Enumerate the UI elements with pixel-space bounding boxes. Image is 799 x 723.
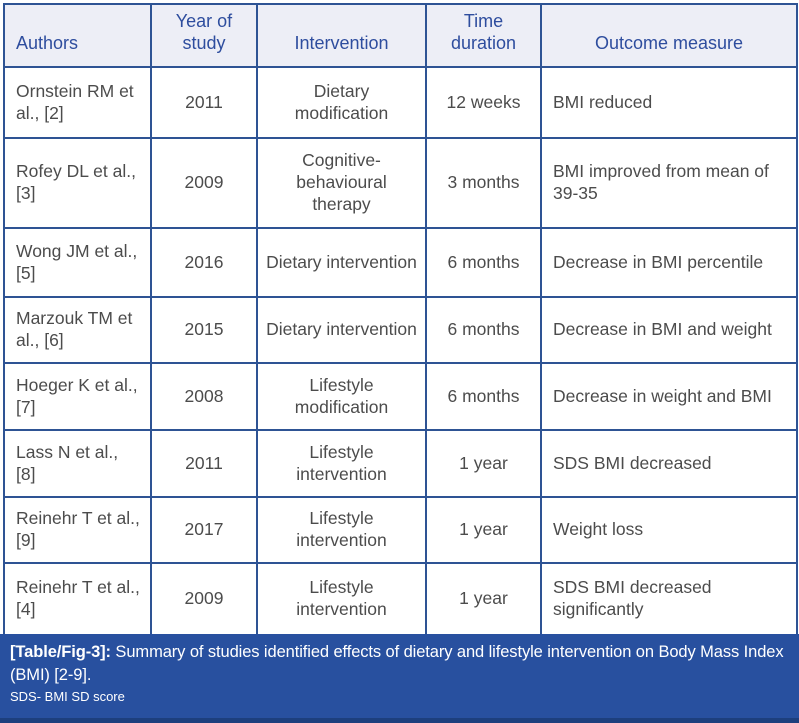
- cell-duration: 1 year: [425, 496, 542, 564]
- cell-authors: Wong JM et al., [5]: [3, 227, 152, 298]
- cell-year: 2009: [150, 562, 258, 636]
- table-row: Reinehr T et al., [4] 2009 Lifestyle inter…: [3, 562, 798, 636]
- table-row: Reinehr T et al., [9] 2017 Lifestyle inter…: [3, 496, 798, 564]
- table-row: Lass N et al., [8] 2011 Lifestyle interven…: [3, 429, 798, 498]
- cell-outcome: Weight loss: [540, 496, 798, 564]
- figure-caption-bar: [Table/Fig-3]: Summary of studies identi…: [0, 634, 799, 723]
- figure-caption: [Table/Fig-3]: Summary of studies identi…: [10, 641, 787, 687]
- table-body: Ornstein RM et al., [2] 2011 Dietary modif…: [3, 66, 798, 636]
- figure-caption-label: [Table/Fig-3]:: [10, 643, 111, 661]
- cell-outcome: SDS BMI decreased: [540, 429, 798, 498]
- table-row: Wong JM et al., [5] 2016 Dietary intervent…: [3, 227, 798, 298]
- cell-year: 2008: [150, 362, 258, 431]
- cell-duration: 12 weeks: [425, 66, 542, 139]
- column-header-duration: Time duration: [425, 3, 542, 68]
- cell-intervention: Lifestyle modification: [256, 362, 427, 431]
- cell-outcome: Decrease in BMI percentile: [540, 227, 798, 298]
- table-row: Marzouk TM et al., [6] 2015 Dietary interv…: [3, 296, 798, 364]
- cell-outcome: SDS BMI decreased significantly: [540, 562, 798, 636]
- column-header-year: Year of study: [150, 3, 258, 68]
- cell-authors: Hoeger K et al., [7]: [3, 362, 152, 431]
- cell-outcome: Decrease in BMI and weight: [540, 296, 798, 364]
- cell-intervention: Dietary modification: [256, 66, 427, 139]
- cell-intervention: Lifestyle intervention: [256, 496, 427, 564]
- cell-duration: 6 months: [425, 362, 542, 431]
- table-row: Rofey DL et al., [3] 2009 Cognitive-behavi…: [3, 137, 798, 229]
- cell-year: 2009: [150, 137, 258, 229]
- study-table-container: Authors Year of study Intervention Time dur…: [3, 3, 798, 636]
- cell-duration: 6 months: [425, 296, 542, 364]
- cell-outcome: BMI improved from mean of 39-35: [540, 137, 798, 229]
- cell-duration: 6 months: [425, 227, 542, 298]
- column-header-authors: Authors: [3, 3, 152, 68]
- column-header-outcome: Outcome measure: [540, 3, 798, 68]
- cell-authors: Ornstein RM et al., [2]: [3, 66, 152, 139]
- study-summary-table: Authors Year of study Intervention Time dur…: [3, 3, 798, 636]
- cell-authors: Reinehr T et al., [9]: [3, 496, 152, 564]
- cell-authors: Lass N et al., [8]: [3, 429, 152, 498]
- cell-authors: Rofey DL et al., [3]: [3, 137, 152, 229]
- figure-footnote: SDS- BMI SD score: [10, 688, 125, 704]
- cell-year: 2015: [150, 296, 258, 364]
- table-row: Hoeger K et al., [7] 2008 Lifestyle modifi…: [3, 362, 798, 431]
- cell-year: 2011: [150, 429, 258, 498]
- cell-duration: 3 months: [425, 137, 542, 229]
- cell-outcome: BMI reduced: [540, 66, 798, 139]
- cell-intervention: Lifestyle intervention: [256, 429, 427, 498]
- cell-intervention: Dietary intervention: [256, 227, 427, 298]
- figure-caption-text: Summary of studies identified effects of…: [10, 643, 784, 684]
- cell-year: 2011: [150, 66, 258, 139]
- cell-intervention: Dietary intervention: [256, 296, 427, 364]
- cell-intervention: Lifestyle intervention: [256, 562, 427, 636]
- cell-year: 2016: [150, 227, 258, 298]
- table-header-row: Authors Year of study Intervention Time dur…: [3, 3, 798, 68]
- cell-outcome: Decrease in weight and BMI: [540, 362, 798, 431]
- column-header-intervention: Intervention: [256, 3, 427, 68]
- cell-authors: Reinehr T et al., [4]: [3, 562, 152, 636]
- cell-authors: Marzouk TM et al., [6]: [3, 296, 152, 364]
- cell-duration: 1 year: [425, 429, 542, 498]
- table-row: Ornstein RM et al., [2] 2011 Dietary modif…: [3, 66, 798, 139]
- cell-year: 2017: [150, 496, 258, 564]
- cell-intervention: Cognitive-behavioural therapy: [256, 137, 427, 229]
- cell-duration: 1 year: [425, 562, 542, 636]
